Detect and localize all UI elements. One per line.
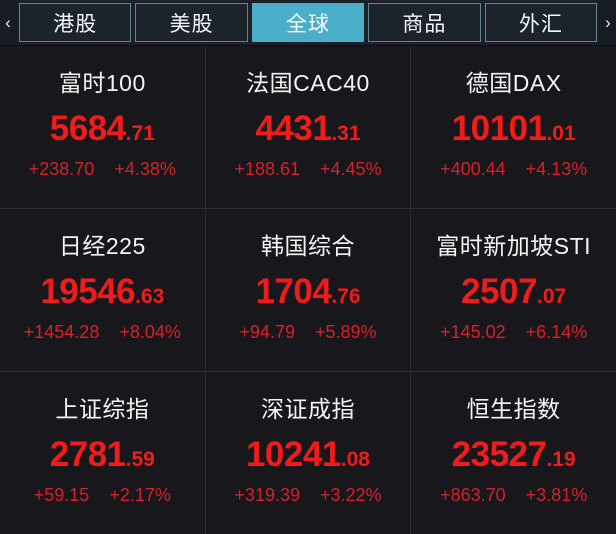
quote-price-decimal: .31: [331, 122, 361, 145]
quote-price-integer: 4431: [255, 109, 332, 148]
quote-price-integer: 2781: [49, 435, 126, 474]
category-tab-bar: ‹ 港股 美股 全球 商品 外汇 ›: [0, 0, 616, 46]
quote-change-percent: +3.22%: [320, 485, 382, 505]
quote-change-percent: +4.13%: [525, 159, 588, 179]
tab-label: 外汇: [518, 12, 563, 36]
quote-change-percent: +5.89%: [314, 322, 377, 342]
tab-label: 港股: [53, 12, 98, 36]
quote-name: 富时新加坡STI: [436, 233, 592, 259]
quote-cell[interactable]: 富时100 5684.71 +238.70 +4.38%: [0, 46, 205, 208]
quote-change-row: +145.02 +6.14%: [411, 323, 616, 341]
quote-change-row: +863.70 +3.81%: [411, 486, 616, 504]
quote-price-integer: 10241: [245, 435, 341, 474]
tab-label: 商品: [402, 12, 447, 36]
quote-price-decimal: .19: [546, 448, 576, 471]
quote-price: 23527.19: [452, 437, 576, 472]
quote-price-decimal: .01: [546, 122, 576, 145]
quote-change-row: +94.79 +5.89%: [206, 323, 411, 341]
quote-name: 上证综指: [55, 396, 150, 422]
quote-price: 10101.01: [452, 111, 576, 146]
quote-change-absolute: +400.44: [440, 159, 506, 179]
quote-change-absolute: +1454.28: [23, 322, 100, 342]
quote-cell[interactable]: 德国DAX 10101.01 +400.44 +4.13%: [411, 46, 616, 208]
quote-price-decimal: .71: [125, 122, 155, 145]
quote-cell[interactable]: 富时新加坡STI 2507.07 +145.02 +6.14%: [411, 209, 616, 371]
quote-price: 1704.76: [255, 274, 360, 309]
tab-strip: 港股 美股 全球 商品 外汇: [17, 0, 599, 45]
quote-cell[interactable]: 韩国综合 1704.76 +94.79 +5.89%: [205, 209, 411, 371]
quote-cell[interactable]: 法国CAC40 4431.31 +188.61 +4.45%: [205, 46, 411, 208]
quote-cell[interactable]: 恒生指数 23527.19 +863.70 +3.81%: [411, 372, 616, 534]
quote-name: 恒生指数: [466, 396, 561, 422]
quote-price: 4431.31: [255, 111, 360, 146]
quote-change-row: +238.70 +4.38%: [0, 160, 205, 178]
quote-change-row: +400.44 +4.13%: [411, 160, 616, 178]
quote-change-absolute: +94.79: [239, 322, 295, 342]
quote-price: 10241.08: [246, 437, 370, 472]
quote-cell[interactable]: 上证综指 2781.59 +59.15 +2.17%: [0, 372, 205, 534]
quote-change-percent: +3.81%: [525, 485, 588, 505]
quote-change-percent: +8.04%: [119, 322, 181, 342]
quote-price: 19546.63: [40, 274, 164, 309]
quote-price: 2781.59: [50, 437, 155, 472]
quote-change-absolute: +145.02: [440, 322, 506, 342]
quote-grid: 富时100 5684.71 +238.70 +4.38% 法国CAC40 4431.31 +…: [0, 46, 616, 534]
quote-price-decimal: .76: [331, 285, 361, 308]
quote-change-percent: +4.45%: [320, 159, 382, 179]
tab-label: 美股: [169, 12, 214, 36]
chevron-left-icon[interactable]: ‹: [0, 0, 17, 45]
quote-price-integer: 1704: [255, 272, 332, 311]
quote-price-integer: 5684: [49, 109, 126, 148]
quote-name: 韩国综合: [260, 233, 355, 259]
quote-change-percent: +2.17%: [109, 485, 171, 505]
quote-price-decimal: .59: [125, 448, 155, 471]
tab-label: 全球: [286, 12, 331, 36]
quote-price-integer: 23527: [451, 435, 547, 474]
quote-change-percent: +4.38%: [114, 159, 176, 179]
quote-price: 2507.07: [461, 274, 566, 309]
quote-cell[interactable]: 深证成指 10241.08 +319.39 +3.22%: [205, 372, 411, 534]
quote-change-row: +59.15 +2.17%: [0, 486, 205, 504]
quote-change-row: +188.61 +4.45%: [206, 160, 411, 178]
quote-price-decimal: .63: [135, 285, 165, 308]
tab-2[interactable]: 全球: [251, 3, 365, 42]
quote-change-absolute: +238.70: [28, 159, 95, 179]
quote-name: 深证成指: [260, 396, 355, 422]
quote-change-row: +319.39 +3.22%: [206, 486, 411, 504]
quote-name: 富时100: [58, 70, 146, 96]
quote-name: 法国CAC40: [246, 70, 370, 96]
tab-1[interactable]: 美股: [135, 3, 248, 42]
quote-change-row: +1454.28 +8.04%: [0, 323, 205, 341]
quote-price-decimal: .07: [537, 285, 567, 308]
quote-name: 德国DAX: [465, 70, 562, 96]
quote-price-integer: 2507: [461, 272, 537, 311]
quote-price-decimal: .08: [340, 448, 370, 471]
quote-price: 5684.71: [50, 111, 155, 146]
quote-change-percent: +6.14%: [525, 322, 588, 342]
quote-change-absolute: +863.70: [440, 485, 506, 505]
tab-0[interactable]: 港股: [19, 3, 132, 42]
tab-4[interactable]: 外汇: [484, 3, 598, 42]
quote-price-integer: 19546: [40, 272, 136, 311]
quote-change-absolute: +319.39: [234, 485, 300, 505]
quote-change-absolute: +188.61: [234, 159, 300, 179]
chevron-right-icon[interactable]: ›: [599, 0, 616, 45]
quote-cell[interactable]: 日经225 19546.63 +1454.28 +8.04%: [0, 209, 205, 371]
quote-price-integer: 10101: [451, 109, 547, 148]
quote-name: 日经225: [58, 233, 146, 259]
quote-change-absolute: +59.15: [33, 485, 90, 505]
tab-3[interactable]: 商品: [368, 3, 481, 42]
